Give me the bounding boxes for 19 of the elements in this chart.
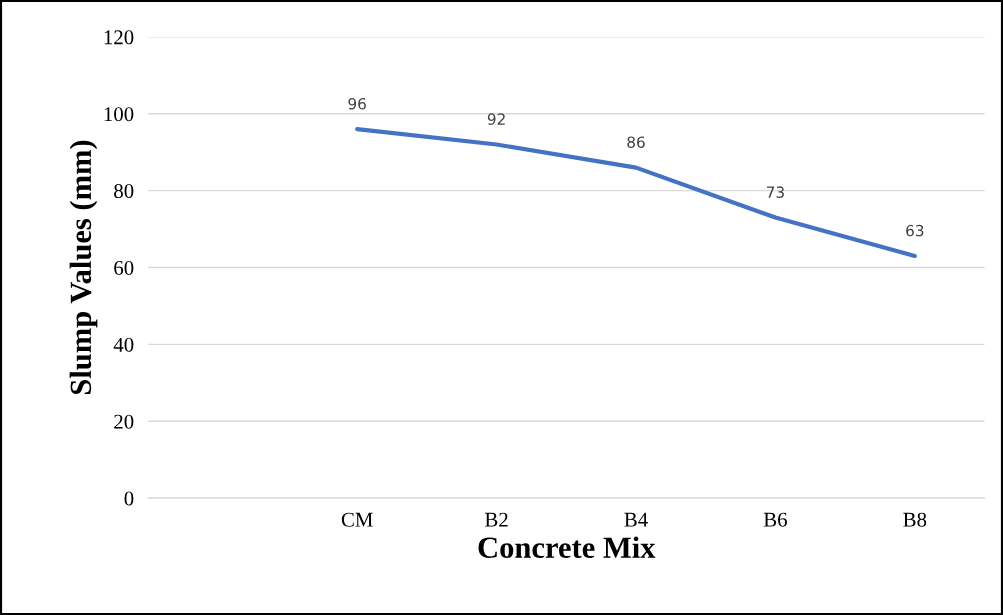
y-tick-label: 80	[114, 184, 134, 199]
data-label: 63	[906, 224, 924, 237]
x-tick-label: B6	[763, 512, 787, 527]
x-tick-label: CM	[341, 512, 373, 527]
data-label: 96	[348, 97, 366, 110]
x-tick-label: B8	[903, 512, 927, 527]
x-tick-label: B4	[624, 512, 648, 527]
y-axis-title: Slump Values (mm)	[69, 140, 98, 395]
data-label: 86	[627, 136, 645, 148]
y-tick-label: 0	[124, 491, 134, 506]
data-label: 92	[487, 113, 505, 125]
y-tick-label: 40	[113, 337, 134, 352]
y-tick-label: 20	[114, 414, 134, 429]
x-tick-label: B2	[485, 512, 508, 527]
x-axis-title: Concrete Mix	[478, 536, 656, 558]
y-tick-label: 120	[104, 30, 134, 45]
y-tick-label: 60	[114, 260, 134, 275]
data-label: 73	[766, 186, 784, 198]
y-tick-label: 100	[104, 107, 134, 122]
